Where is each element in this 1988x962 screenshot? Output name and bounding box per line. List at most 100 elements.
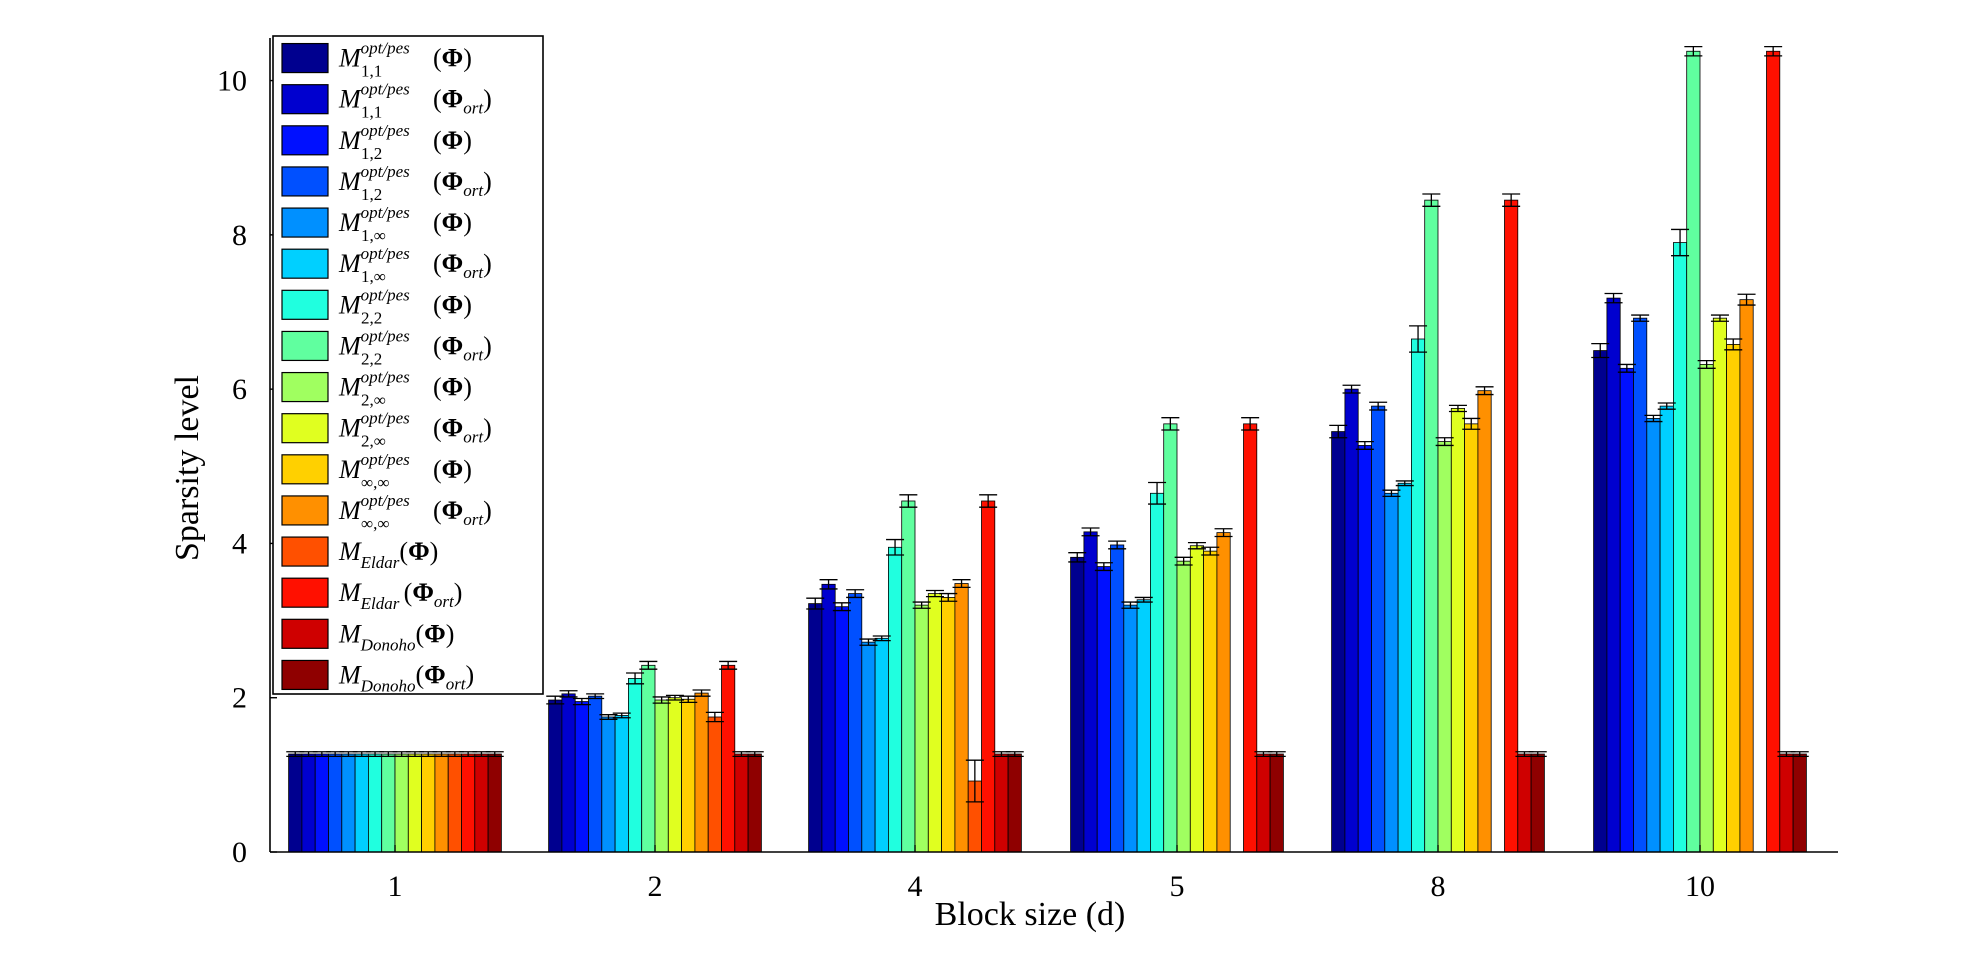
bar xyxy=(474,753,489,853)
bar xyxy=(1686,50,1701,853)
legend-entry-label: Mopt/pes ∞,∞ (Φ) xyxy=(338,450,472,492)
legend-swatch xyxy=(281,42,329,74)
legend-swatch xyxy=(281,166,329,197)
bar xyxy=(394,753,409,853)
legend-entry-label: Mopt/pes 1,2 (Φort) xyxy=(338,162,492,204)
bar xyxy=(1096,566,1111,853)
y-tick-label: 2 xyxy=(232,682,247,715)
legend-entry-label: MEldar (Φort) xyxy=(338,578,462,613)
bar xyxy=(1633,317,1648,853)
legend-entry-label: MDonoho(Φort) xyxy=(338,660,474,695)
bar xyxy=(834,606,849,853)
bar xyxy=(1726,343,1741,853)
bar xyxy=(1673,242,1688,853)
bar xyxy=(747,753,762,853)
bar xyxy=(981,500,996,853)
bar xyxy=(1243,423,1258,853)
bar xyxy=(941,597,956,853)
legend-swatch xyxy=(281,413,329,444)
bar xyxy=(667,697,682,853)
bar xyxy=(1136,599,1151,853)
y-tick-label: 10 xyxy=(217,65,247,98)
bar xyxy=(721,664,736,853)
bar xyxy=(1424,199,1439,853)
bar xyxy=(861,641,876,853)
bar xyxy=(381,753,396,853)
bar xyxy=(1150,492,1165,853)
bar xyxy=(1517,753,1532,853)
x-tick-label: 5 xyxy=(1170,870,1185,903)
bar xyxy=(1331,431,1346,853)
legend-swatch xyxy=(281,330,329,362)
bar xyxy=(927,593,942,853)
legend-swatch xyxy=(281,207,329,238)
bar xyxy=(1792,753,1807,853)
bar xyxy=(1123,604,1138,853)
legend-entry-label: Mopt/pes 2,∞ (Φort) xyxy=(338,409,492,451)
bar xyxy=(354,753,369,853)
legend-swatch xyxy=(281,577,329,608)
legend-entry-label: MEldar(Φ) xyxy=(338,537,438,572)
bar xyxy=(1646,418,1661,853)
bar xyxy=(1593,350,1608,853)
bar xyxy=(954,583,969,853)
legend-entry-label: Mopt/pes 1,∞ (Φ) xyxy=(338,203,472,245)
bar xyxy=(1344,388,1359,853)
x-tick-label: 1 xyxy=(388,870,403,903)
bar xyxy=(1256,753,1271,853)
bar xyxy=(848,593,863,853)
x-tick-label: 2 xyxy=(648,870,663,903)
bar xyxy=(1464,423,1479,853)
legend-swatch xyxy=(281,289,329,320)
bar xyxy=(641,664,656,853)
bar xyxy=(1739,299,1754,853)
bar xyxy=(1397,482,1412,853)
bar xyxy=(1371,405,1386,853)
legend-swatch xyxy=(281,371,329,403)
legend-entry-label: Mopt/pes 1,1 (Φort) xyxy=(338,80,492,122)
legend-entry-label: MDonoho(Φ) xyxy=(338,619,454,654)
bar xyxy=(1619,367,1634,853)
bar xyxy=(874,637,889,853)
y-axis-label: Sparsity level xyxy=(169,375,206,561)
bar xyxy=(1606,297,1621,853)
legend-entry-label: Mopt/pes 2,2 (Φ) xyxy=(338,285,472,327)
legend-entry-label: Mopt/pes 2,∞ (Φ) xyxy=(338,368,472,410)
bar xyxy=(1384,492,1399,853)
legend-entry-label: Mopt/pes 1,1 (Φ) xyxy=(338,39,472,81)
bar xyxy=(901,500,916,853)
bar xyxy=(328,753,343,853)
bar xyxy=(1411,338,1426,853)
legend: Mopt/pes 1,1 (Φ)Mopt/pes 1,1 (Φort)Mopt/pes 1… xyxy=(272,35,544,695)
bar xyxy=(1659,405,1674,853)
bar xyxy=(808,603,823,853)
bar xyxy=(1530,753,1545,853)
legend-swatch xyxy=(281,495,329,526)
x-axis-label: Block size (d) xyxy=(935,896,1126,933)
bar xyxy=(914,604,929,853)
bar xyxy=(694,692,709,853)
error-bars-layer xyxy=(286,45,1809,803)
bar xyxy=(1070,556,1085,853)
legend-swatch xyxy=(281,454,329,485)
legend-entry-label: Mopt/pes 1,2 (Φ) xyxy=(338,121,472,163)
bar xyxy=(654,699,669,853)
bar xyxy=(1450,408,1466,853)
bar xyxy=(314,753,329,853)
bar xyxy=(821,583,836,853)
bar xyxy=(447,753,462,853)
bar xyxy=(301,753,316,853)
bar xyxy=(341,753,356,853)
bar xyxy=(1712,317,1728,853)
bar xyxy=(1357,445,1372,853)
bar xyxy=(707,716,722,853)
legend-swatch xyxy=(281,248,329,279)
bar xyxy=(1176,560,1191,853)
y-tick-label: 0 xyxy=(232,836,247,869)
bar xyxy=(1779,753,1794,853)
bar xyxy=(1110,544,1125,853)
bar xyxy=(1269,753,1284,853)
bar xyxy=(1477,390,1492,853)
legend-swatch xyxy=(281,84,329,115)
